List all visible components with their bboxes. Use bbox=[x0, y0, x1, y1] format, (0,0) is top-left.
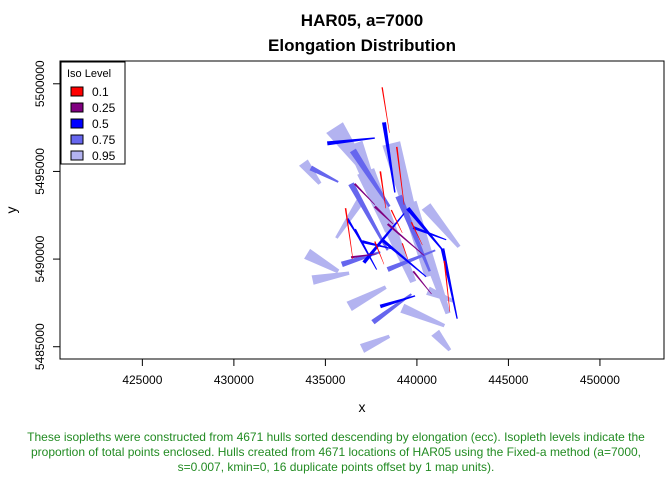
isopleth-polygon-0_95 bbox=[426, 286, 455, 303]
isopleth-polygon-0_25 bbox=[373, 205, 394, 225]
x-tick-label: 450000 bbox=[580, 373, 620, 387]
x-tick-label: 425000 bbox=[122, 373, 162, 387]
y-axis-label: y bbox=[3, 207, 19, 214]
legend-swatch bbox=[70, 150, 84, 161]
legend-swatch bbox=[70, 102, 84, 113]
x-tick-label: 440000 bbox=[397, 373, 437, 387]
isopleth-polygon-0_5 bbox=[327, 137, 375, 146]
isopleth-polygon-0_5 bbox=[362, 213, 405, 264]
legend-label: 0.1 bbox=[92, 85, 109, 99]
isopleth-polygon-0_95 bbox=[299, 159, 322, 185]
isopleth-polygon-0_25 bbox=[412, 270, 432, 295]
legend-swatch bbox=[70, 86, 84, 97]
isopleth-polygon-0_95 bbox=[359, 334, 391, 353]
isopleth-polygon-0_1 bbox=[396, 146, 405, 205]
isopleth-polygon-0_25 bbox=[353, 183, 376, 205]
isopleth-polygon-0_75 bbox=[371, 293, 412, 325]
isopleth-polygon-0_1 bbox=[374, 241, 385, 265]
isopleth-polygon-0_1 bbox=[344, 208, 354, 260]
legend-label: 0.95 bbox=[92, 149, 116, 163]
isopleth-polygon-0_1 bbox=[390, 209, 403, 233]
isopleth-polygon-0_95 bbox=[400, 303, 446, 328]
isopleth-polygon-0_95 bbox=[346, 285, 387, 311]
isopleth-polygon-0_95 bbox=[304, 248, 340, 274]
plot-frame bbox=[59, 60, 665, 360]
legend-swatch bbox=[70, 118, 84, 129]
polygon-layer bbox=[299, 87, 461, 353]
y-axis: 5485000 5490000 5495000 5500000 bbox=[33, 60, 61, 370]
x-axis: 425000 430000 435000 440000 445000 450000 bbox=[122, 358, 620, 387]
legend-swatch bbox=[70, 134, 84, 145]
legend-label: 0.25 bbox=[92, 101, 116, 115]
isopleth-polygon-0_5 bbox=[381, 238, 427, 277]
x-tick-label: 430000 bbox=[214, 373, 254, 387]
isopleth-polygon-0_1 bbox=[410, 222, 423, 246]
isopleth-polygon-0_75 bbox=[309, 165, 339, 183]
y-tick-label: 5500000 bbox=[33, 60, 47, 107]
legend: Iso Level 0.1 0.25 0.5 0.75 0.95 bbox=[60, 61, 126, 165]
x-tick-label: 435000 bbox=[305, 373, 345, 387]
legend-title: Iso Level bbox=[67, 68, 111, 80]
isopleth-polygon-0_95 bbox=[421, 203, 461, 248]
isopleth-polygon-0_1 bbox=[381, 87, 390, 133]
legend-box bbox=[60, 61, 126, 165]
x-tick-label: 445000 bbox=[488, 373, 528, 387]
isopleth-polygon-0_95 bbox=[311, 271, 350, 285]
isopleth-polygon-0_1 bbox=[401, 243, 408, 260]
y-tick-label: 5490000 bbox=[33, 235, 47, 282]
x-axis-label: x bbox=[359, 399, 366, 415]
legend-label: 0.75 bbox=[92, 133, 116, 147]
isopleth-polygon-0_25 bbox=[386, 223, 425, 256]
isopleth-polygon-0_95 bbox=[335, 199, 364, 239]
isopleth-polygon-0_1 bbox=[379, 171, 387, 209]
isopleth-polygon-0_5 bbox=[412, 226, 447, 241]
isopleth-polygon-0_5 bbox=[406, 207, 445, 253]
legend-label: 0.5 bbox=[92, 117, 109, 131]
y-tick-label: 5495000 bbox=[33, 148, 47, 195]
chart-title-line1: HAR05, a=7000 bbox=[301, 11, 423, 30]
y-tick-label: 5485000 bbox=[33, 323, 47, 370]
isopleth-polygon-0_75 bbox=[340, 251, 381, 267]
isopleth-polygon-0_1 bbox=[443, 260, 451, 312]
isopleth-polygon-0_95 bbox=[357, 168, 417, 283]
isopleth-polygon-0_75 bbox=[349, 148, 391, 208]
isopleth-polygon-0_95 bbox=[431, 329, 452, 352]
isopleth-polygon-0_25 bbox=[350, 253, 377, 259]
chart-title-line2: Elongation Distribution bbox=[268, 36, 456, 55]
isopleth-polygon-0_5 bbox=[353, 228, 378, 270]
isopleth-polygon-0_75 bbox=[348, 182, 389, 251]
chart-caption: These isopleths were constructed from 46… bbox=[27, 430, 645, 474]
isopleth-polygon-0_5 bbox=[382, 122, 396, 193]
isopleth-polygon-0_5 bbox=[379, 295, 416, 309]
